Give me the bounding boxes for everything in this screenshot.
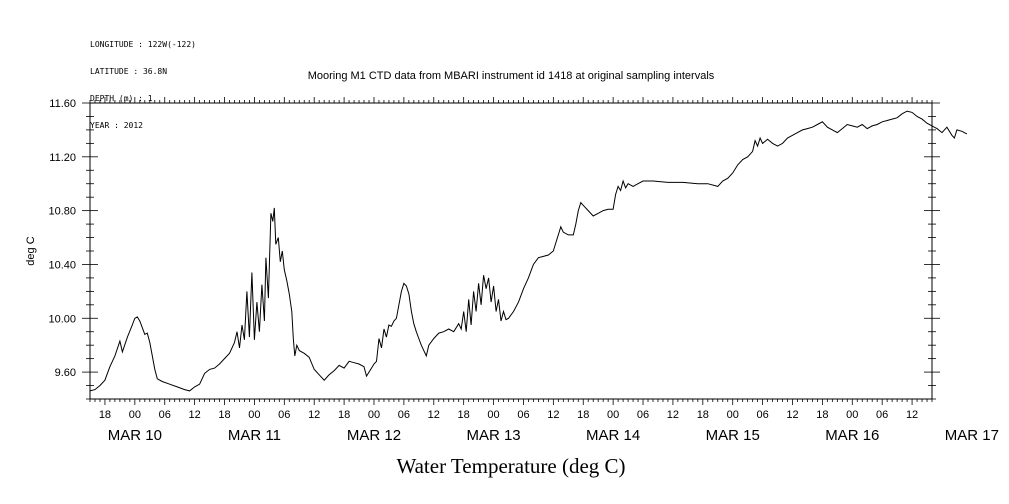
x-hour-tick-label: 12 bbox=[428, 409, 440, 421]
metadata-block: LONGITUDE : 122W(-122) LATITUDE : 36.8N … bbox=[90, 22, 196, 139]
x-day-label: MAR 15 bbox=[706, 427, 760, 444]
y-tick-label: 10.00 bbox=[48, 313, 76, 325]
x-day-label: MAR 16 bbox=[825, 427, 879, 444]
x-hour-tick-label: 00 bbox=[727, 409, 739, 421]
chart-title: Mooring M1 CTD data from MBARI instrumen… bbox=[307, 70, 715, 82]
x-hour-tick-label: 00 bbox=[607, 409, 619, 421]
chart-subtitle: Water Temperature (deg C) bbox=[396, 454, 626, 478]
x-day-label: MAR 11 bbox=[228, 427, 281, 444]
x-day-label: MAR 13 bbox=[466, 427, 520, 444]
x-hour-tick-label: 06 bbox=[637, 409, 649, 421]
plot-frame bbox=[89, 102, 933, 400]
x-hour-tick-label: 18 bbox=[697, 409, 709, 421]
x-hour-tick-label: 18 bbox=[218, 409, 230, 421]
x-hour-tick-label: 06 bbox=[159, 409, 171, 421]
x-hour-tick-label: 12 bbox=[308, 409, 320, 421]
x-hour-tick-label: 18 bbox=[99, 409, 111, 421]
y-tick-label: 11.20 bbox=[49, 152, 76, 164]
latitude-text: LATITUDE : 36.8N bbox=[90, 67, 168, 76]
x-hour-tick-label: 06 bbox=[756, 409, 768, 421]
x-hour-tick-label: 06 bbox=[876, 409, 888, 421]
x-hour-tick-label: 00 bbox=[248, 409, 260, 421]
y-tick-label: 11.60 bbox=[49, 98, 76, 110]
x-hour-tick-label: 18 bbox=[338, 409, 350, 421]
y-axis-label: deg C bbox=[25, 236, 37, 265]
y-tick-label: 10.80 bbox=[48, 206, 76, 218]
x-hour-tick-label: 00 bbox=[846, 409, 858, 421]
x-hour-tick-label: 12 bbox=[547, 409, 559, 421]
x-day-label: MAR 14 bbox=[586, 427, 640, 444]
x-hour-tick-label: 12 bbox=[786, 409, 798, 421]
x-hour-tick-label: 18 bbox=[577, 409, 589, 421]
x-hour-tick-label: 06 bbox=[517, 409, 529, 421]
x-hour-tick-label: 18 bbox=[816, 409, 828, 421]
year-text: YEAR : 2012 bbox=[90, 121, 143, 130]
x-hour-tick-label: 18 bbox=[458, 409, 470, 421]
x-hour-tick-label: 00 bbox=[487, 409, 499, 421]
x-hour-tick-label: 06 bbox=[278, 409, 290, 421]
y-tick-label: 10.40 bbox=[48, 259, 76, 271]
y-tick-label: 9.60 bbox=[55, 367, 76, 379]
longitude-text: LONGITUDE : 122W(-122) bbox=[90, 40, 196, 49]
x-day-label: MAR 17 bbox=[945, 427, 999, 444]
x-hour-tick-label: 12 bbox=[667, 409, 679, 421]
x-hour-tick-label: 12 bbox=[906, 409, 918, 421]
x-day-label: MAR 12 bbox=[347, 427, 401, 444]
x-hour-tick-label: 06 bbox=[398, 409, 410, 421]
x-day-label: MAR 10 bbox=[108, 427, 162, 444]
temperature-series-line bbox=[89, 110, 968, 392]
x-hour-tick-label: 00 bbox=[368, 409, 380, 421]
depth-text: DEPTH (m) : 1 bbox=[90, 94, 153, 103]
x-hour-tick-label: 00 bbox=[129, 409, 141, 421]
x-hour-tick-label: 12 bbox=[189, 409, 201, 421]
